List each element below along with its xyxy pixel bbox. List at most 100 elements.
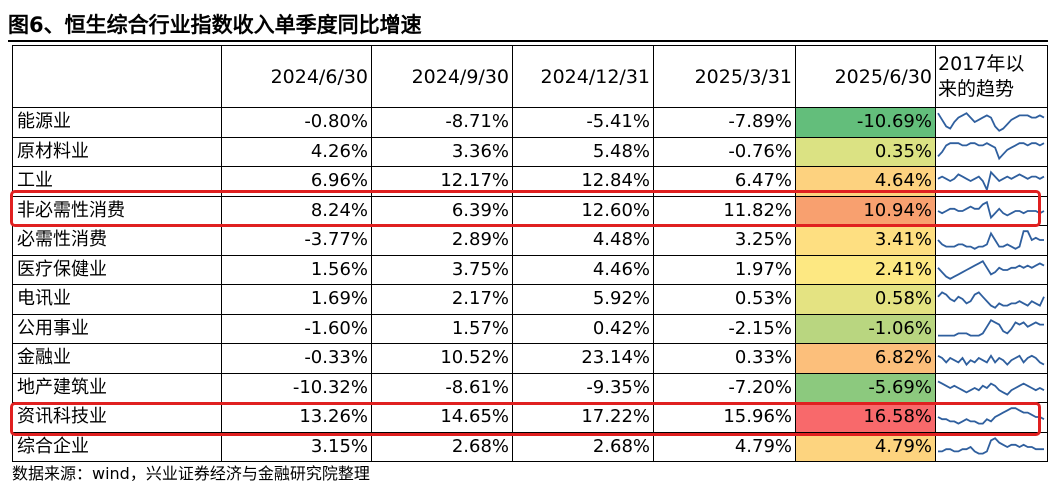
value-cell: -10.32%: [221, 372, 372, 403]
sparkline-chart: [937, 380, 1045, 396]
source-note: 数据来源：wind，兴业证券经济与金融研究院整理: [12, 464, 370, 483]
value-cell: -7.20%: [653, 372, 796, 403]
sparkline-header: 2017年以 来的趋势: [935, 45, 1048, 108]
value-cell: 1.57%: [371, 313, 513, 344]
sparkline-chart: [937, 291, 1045, 310]
row-label: 医疗保健业: [12, 254, 222, 285]
sparkline-cell: [935, 107, 1048, 138]
chart-title: 图6、恒生综合行业指数收入单季度同比增速: [8, 13, 422, 37]
value-cell: -8.61%: [371, 372, 513, 403]
sparkline-cell: [935, 166, 1048, 197]
value-cell: 12.60%: [512, 195, 654, 226]
row-label: 电讯业: [12, 284, 222, 315]
sparkline-series: [937, 380, 1045, 396]
value-cell: 0.33%: [653, 343, 796, 374]
sparkline-cell: [935, 313, 1048, 344]
value-cell: 6.96%: [221, 166, 372, 197]
sparkline-cell: [935, 431, 1048, 462]
sparkline-series: [937, 407, 1045, 425]
table-row: 地产建筑业 -10.32% -8.61% -9.35% -7.20% -5.69%: [12, 372, 1048, 403]
sparkline-chart: [938, 436, 1044, 455]
value-cell: 12.17%: [371, 166, 513, 197]
table-row: 工业 6.96% 12.17% 12.84% 6.47% 4.64%: [12, 166, 1048, 197]
value-cell: 3.25%: [653, 225, 796, 256]
table-row: 医疗保健业 1.56% 3.75% 4.46% 1.97% 2.41%: [12, 254, 1048, 285]
value-cell: 8.24%: [221, 195, 372, 226]
value-cell: -7.89%: [653, 107, 796, 138]
latest-value-cell: 0.35%: [795, 136, 936, 167]
sparkline-cell: [935, 254, 1048, 285]
table-row: 公用事业 -1.60% 1.57% 0.42% -2.15% -1.06%: [12, 313, 1048, 344]
header-empty-cell: [12, 45, 222, 108]
column-header: 2025/3/31: [653, 45, 796, 108]
value-cell: -5.41%: [512, 107, 654, 138]
value-cell: 1.97%: [653, 254, 796, 285]
latest-value-cell: 10.94%: [795, 195, 936, 226]
sparkline-cell: [935, 343, 1048, 374]
value-cell: -3.77%: [221, 225, 372, 256]
row-label: 非必需性消费: [12, 195, 222, 226]
table-row: 原材料业 4.26% 3.36% 5.48% -0.76% 0.35%: [12, 136, 1048, 167]
row-label: 金融业: [12, 343, 222, 374]
latest-value-cell: -10.69%: [795, 107, 936, 138]
value-cell: 6.47%: [653, 166, 796, 197]
sparkline-chart: [937, 259, 1045, 280]
header-row: 2024/6/30 2024/9/30 2024/12/31 2025/3/31…: [12, 45, 1048, 108]
value-cell: 0.42%: [512, 313, 654, 344]
sparkline-series: [937, 170, 1045, 193]
sparkline-cell: [935, 402, 1048, 433]
value-cell: -0.80%: [221, 107, 372, 138]
sparkline-chart: [937, 141, 1045, 161]
latest-value-cell: 2.41%: [795, 254, 936, 285]
row-label: 必需性消费: [12, 225, 222, 256]
value-cell: 3.15%: [221, 431, 372, 462]
value-cell: 5.92%: [512, 284, 654, 315]
row-label: 资讯科技业: [12, 402, 222, 433]
table-row: 必需性消费 -3.77% 2.89% 4.48% 3.25% 3.41%: [12, 225, 1048, 256]
value-cell: 3.75%: [371, 254, 513, 285]
row-label: 工业: [12, 166, 222, 197]
column-header: 2024/6/30: [221, 45, 372, 108]
table-row: 资讯科技业 13.26% 14.65% 17.22% 15.96% 16.58%: [12, 402, 1048, 433]
value-cell: 4.48%: [512, 225, 654, 256]
sparkline-cell: [935, 284, 1048, 315]
table-row: 电讯业 1.69% 2.17% 5.92% 0.53% 0.58%: [12, 284, 1048, 315]
sparkline-series: [937, 230, 1044, 251]
value-cell: 4.26%: [221, 136, 372, 167]
table-row: 非必需性消费 8.24% 6.39% 12.60% 11.82% 10.94%: [12, 195, 1048, 226]
value-cell: 2.68%: [512, 431, 654, 462]
row-label: 公用事业: [12, 313, 222, 344]
sparkline-chart: [937, 354, 1045, 367]
sparkline-series: [937, 291, 1045, 310]
latest-value-cell: 4.64%: [795, 166, 936, 197]
value-cell: 13.26%: [221, 402, 372, 433]
value-cell: 23.14%: [512, 343, 654, 374]
value-cell: 6.39%: [371, 195, 513, 226]
column-header: 2024/12/31: [512, 45, 654, 108]
value-cell: 14.65%: [371, 402, 513, 433]
latest-value-cell: -5.69%: [795, 372, 936, 403]
row-label: 原材料业: [12, 136, 222, 167]
sparkline-chart: [937, 407, 1045, 425]
latest-value-cell: 4.79%: [795, 431, 936, 462]
value-cell: 17.22%: [512, 402, 654, 433]
row-label: 地产建筑业: [12, 372, 222, 403]
latest-value-cell: 3.41%: [795, 225, 936, 256]
value-cell: 12.84%: [512, 166, 654, 197]
row-label: 能源业: [12, 107, 222, 138]
table-row: 综合企业 3.15% 2.68% 2.68% 4.79% 4.79%: [12, 431, 1048, 462]
sparkline-series: [938, 436, 1044, 455]
sparkline-series: [937, 112, 1045, 133]
sparkline-cell: [935, 372, 1048, 403]
sparkline-chart: [938, 318, 1044, 337]
sparkline-cell: [935, 195, 1048, 226]
value-cell: -1.60%: [221, 313, 372, 344]
sparkline-series: [937, 259, 1045, 280]
value-cell: 4.46%: [512, 254, 654, 285]
value-cell: 11.82%: [653, 195, 796, 226]
value-cell: 1.56%: [221, 254, 372, 285]
value-cell: 2.68%: [371, 431, 513, 462]
table-body: 2024/6/30 2024/9/30 2024/12/31 2025/3/31…: [12, 45, 1048, 462]
latest-value-cell: 16.58%: [795, 402, 936, 433]
value-cell: 4.79%: [653, 431, 796, 462]
